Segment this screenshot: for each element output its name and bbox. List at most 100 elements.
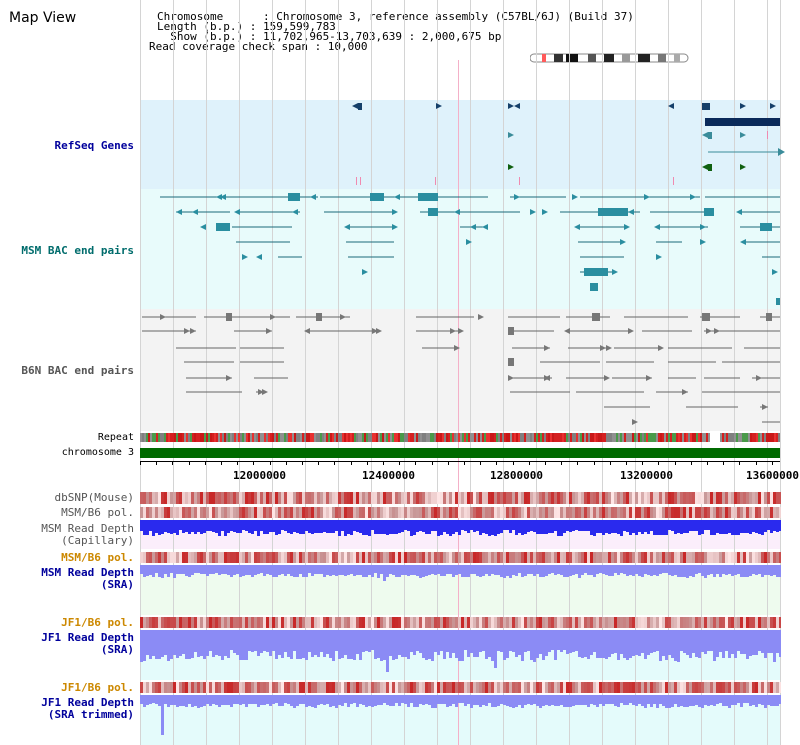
refseq-label[interactable]: RefSeq Genes <box>54 139 134 152</box>
repeat-segment <box>378 433 380 442</box>
depth-bar <box>635 630 638 655</box>
polymorphism-cell <box>200 552 203 563</box>
depth-bar <box>596 630 599 658</box>
polymorphism-cell <box>314 682 317 693</box>
polymorphism-cell <box>176 617 179 628</box>
depth-bar <box>443 565 446 576</box>
polymorphism-cell <box>542 492 545 504</box>
polymorphism-cell <box>761 552 764 563</box>
msm-b6-pol-label-2[interactable]: MSM/B6 pol. <box>61 551 134 564</box>
depth-bar <box>575 695 578 705</box>
polymorphism-cell <box>359 682 362 693</box>
depth-bar <box>452 630 455 653</box>
polymorphism-cell <box>662 552 665 563</box>
depth-bar <box>230 695 233 707</box>
polymorphism-cell <box>140 682 143 693</box>
polymorphism-cell <box>260 492 263 504</box>
jf1-b6-pol-strip-1[interactable] <box>140 617 781 628</box>
jf1-sra-label-1[interactable]: JF1 Read Depth <box>41 631 134 644</box>
polymorphism-cell <box>353 617 356 628</box>
polymorphism-cell <box>578 552 581 563</box>
msm-b6-pol-strip-2[interactable] <box>140 552 781 563</box>
depth-bar <box>275 695 278 703</box>
polymorphism-cell <box>380 617 383 628</box>
polymorphism-cell <box>494 507 497 518</box>
polymorphism-cell <box>671 682 674 693</box>
polymorphism-cell <box>401 682 404 693</box>
jf1-b6-pol-label-1[interactable]: JF1/B6 pol. <box>61 616 134 629</box>
repeat-track[interactable] <box>140 433 781 442</box>
depth-bar <box>626 695 629 705</box>
depth-bar <box>608 630 611 657</box>
depth-bar <box>179 630 182 656</box>
repeat-segment <box>214 433 216 442</box>
dbsnp-label[interactable]: dbSNP(Mouse) <box>54 491 134 504</box>
msm-capillary-label-1[interactable]: MSM Read Depth <box>41 522 134 535</box>
depth-bar <box>257 565 260 574</box>
polymorphism-cell <box>410 507 413 518</box>
chromosome-bar[interactable] <box>140 448 780 458</box>
depth-bar <box>737 565 740 574</box>
repeat-segment <box>564 433 566 442</box>
repeat-segment <box>682 433 684 442</box>
depth-bar <box>272 630 275 651</box>
depth-bar <box>728 630 731 658</box>
repeat-segment <box>162 433 164 442</box>
depth-bar <box>776 520 779 532</box>
msm-sra-label-1[interactable]: MSM Read Depth <box>41 566 134 579</box>
depth-bar <box>704 630 707 654</box>
polymorphism-cell <box>371 507 374 518</box>
jf1-sra-depth[interactable] <box>140 630 781 680</box>
depth-bar <box>194 695 197 706</box>
axis-tick-mark <box>302 461 303 465</box>
polymorphism-cell <box>431 617 434 628</box>
msm-sra-depth[interactable] <box>140 565 781 615</box>
polymorphism-cell <box>734 682 737 693</box>
repeat-segment <box>186 433 188 442</box>
polymorphism-cell <box>749 552 752 563</box>
depth-bar <box>287 565 290 574</box>
polymorphism-cell <box>209 507 212 518</box>
depth-bar <box>716 695 719 704</box>
jf1-b6-pol-strip-2[interactable] <box>140 682 781 693</box>
polymorphism-cell <box>683 492 686 504</box>
msm-b6-pol-strip-1[interactable] <box>140 507 781 518</box>
depth-bar <box>224 695 227 705</box>
polymorphism-cell <box>326 617 329 628</box>
msm-b6-pol-label-1[interactable]: MSM/B6 pol. <box>61 506 134 519</box>
depth-bar <box>635 520 638 535</box>
axis-tick-mark <box>513 461 514 465</box>
polymorphism-cell <box>350 552 353 563</box>
jf1-trim-label-1[interactable]: JF1 Read Depth <box>41 696 134 709</box>
polymorphism-cell <box>290 617 293 628</box>
repeat-segment <box>190 433 192 442</box>
depth-bar <box>533 520 536 532</box>
polymorphism-cell <box>197 507 200 518</box>
jf1-b6-pol-label-2[interactable]: JF1/B6 pol. <box>61 681 134 694</box>
jf1-trim-depth[interactable] <box>140 695 781 745</box>
polymorphism-cell <box>617 507 620 518</box>
repeat-segment <box>406 433 408 442</box>
depth-bar <box>584 565 587 573</box>
depth-bar <box>191 630 194 658</box>
repeat-segment <box>416 433 418 442</box>
depth-bar <box>764 565 767 575</box>
depth-bar <box>335 520 338 531</box>
msm-capillary-depth[interactable] <box>140 520 781 549</box>
depth-bar <box>212 565 215 574</box>
polymorphism-cell <box>779 617 781 628</box>
polymorphism-cell <box>590 492 593 504</box>
dbsnp-density-strip[interactable] <box>140 492 781 504</box>
repeat-segment <box>518 433 520 442</box>
msm-bac-label[interactable]: MSM BAC end pairs <box>21 244 134 257</box>
depth-bar <box>779 630 781 657</box>
polymorphism-cell <box>698 682 701 693</box>
depth-bar <box>497 565 500 575</box>
depth-bar <box>239 695 242 705</box>
polymorphism-cell <box>437 507 440 518</box>
polymorphism-cell <box>179 682 182 693</box>
b6n-bac-label[interactable]: B6N BAC end pairs <box>21 364 134 377</box>
